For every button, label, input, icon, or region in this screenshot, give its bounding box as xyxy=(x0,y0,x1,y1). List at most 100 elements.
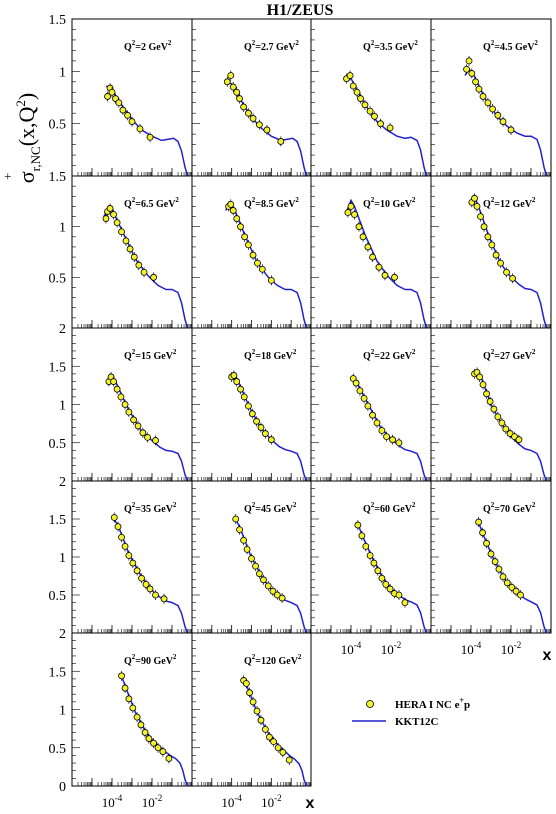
data-point xyxy=(266,733,273,741)
data-point xyxy=(378,427,386,434)
data-point xyxy=(141,729,149,736)
data-point xyxy=(106,205,114,212)
q2-label: Q2=18 GeV2 xyxy=(244,348,297,362)
data-point xyxy=(129,704,137,712)
data-point xyxy=(488,241,496,249)
data-point xyxy=(249,115,257,122)
data-point xyxy=(134,422,142,430)
model-curve xyxy=(464,67,548,177)
data-point xyxy=(490,405,498,413)
data-point xyxy=(237,223,244,231)
data-point xyxy=(349,82,357,90)
legend-data-marker xyxy=(366,700,374,708)
data-point xyxy=(240,103,248,111)
data-point xyxy=(371,112,378,120)
data-point xyxy=(370,559,378,567)
y-tick-label: 2 xyxy=(59,475,66,490)
legend-model-text: KKT12C xyxy=(395,716,438,728)
data-point xyxy=(139,429,147,437)
data-point xyxy=(241,233,249,241)
y-label-sigma: σ xyxy=(14,171,39,183)
data-point xyxy=(391,273,398,281)
data-point xyxy=(495,565,503,573)
panel-q2-2: 0.5 1 1.5 Q2=2 GeV2 xyxy=(49,13,193,177)
svg-text:σr,NC(x,Q2): σr,NC(x,Q2) xyxy=(13,93,43,184)
model-curve xyxy=(345,198,428,329)
data-point xyxy=(104,93,111,100)
data-point xyxy=(383,433,390,441)
data-point xyxy=(263,126,271,134)
data-point xyxy=(110,378,117,385)
x-tick-label: 10-4 xyxy=(221,793,242,810)
data-point xyxy=(499,118,507,125)
data-point xyxy=(227,200,235,208)
data-point xyxy=(160,595,168,603)
q2-label: Q2=10 GeV2 xyxy=(363,196,416,210)
y-label-sup: + xyxy=(0,173,15,180)
x-tick-label: 10-4 xyxy=(461,640,482,657)
data-point xyxy=(140,268,148,276)
panel-q2-6.5: 0.5 1 1.5 Q2=6.5 GeV2 xyxy=(49,170,193,329)
panel-q2-15: 0.5 1 1.5 2 Q2=15 GeV2 xyxy=(49,322,193,482)
data-point xyxy=(233,88,241,96)
data-point xyxy=(138,574,145,582)
model-curve xyxy=(241,677,308,787)
x-tick-label: 10-2 xyxy=(142,793,163,810)
data-point xyxy=(260,576,267,584)
model-curve xyxy=(120,674,189,787)
data-point xyxy=(245,241,252,249)
data-point xyxy=(255,121,263,129)
data-point xyxy=(353,88,361,96)
data-point xyxy=(277,138,285,145)
panel-q2-45: Q2=45 GeV2 xyxy=(191,480,312,634)
x-tick-label: 10-4 xyxy=(102,793,123,810)
y-tick-label: 1.5 xyxy=(49,13,67,28)
data-point xyxy=(477,213,484,220)
panel-q2-22: Q2=22 GeV2 xyxy=(310,327,432,482)
x-tick-label: 10-2 xyxy=(381,640,402,657)
data-point xyxy=(119,106,127,114)
panel-q2-18: Q2=18 GeV2 xyxy=(191,327,312,482)
data-point xyxy=(356,387,364,395)
panel-q2-90: 0 0.5 1 1.5 2 Q2=90 GeV2 10-4 10-2 xyxy=(49,627,193,810)
data-point xyxy=(261,430,269,437)
data-point xyxy=(344,209,352,216)
q2-label: Q2=2 GeV2 xyxy=(124,39,172,53)
data-point xyxy=(347,202,355,210)
data-point xyxy=(240,536,248,544)
panel-q2-10: Q2=10 GeV2 xyxy=(310,175,432,329)
y-axis-label: σr,NC(x,Q2) + xyxy=(0,93,43,184)
data-point xyxy=(401,599,409,606)
q2-label: Q2=120 GeV2 xyxy=(244,653,302,667)
data-point xyxy=(233,378,241,385)
data-point xyxy=(503,579,511,587)
data-point xyxy=(146,133,154,141)
data-point xyxy=(136,125,144,133)
y-tick-label: 1 xyxy=(59,551,66,566)
y-tick-label: 0.5 xyxy=(49,118,67,133)
data-point xyxy=(253,707,261,715)
y-label-args: (x,Q xyxy=(14,106,39,146)
legend: HERA I NC e+p KKT12C xyxy=(352,696,470,728)
data-point xyxy=(233,215,241,222)
data-point xyxy=(122,237,130,245)
data-point xyxy=(117,393,125,401)
q2-label: Q2=2.7 GeV2 xyxy=(244,39,299,53)
data-point xyxy=(273,591,281,599)
panel-q2-3.5: Q2=3.5 GeV2 xyxy=(310,18,432,177)
data-point xyxy=(129,559,137,567)
q2-label: Q2=60 GeV2 xyxy=(363,501,416,515)
q2-label: Q2=70 GeV2 xyxy=(483,501,536,515)
data-point xyxy=(232,515,240,523)
y-tick-label: 1.5 xyxy=(49,170,67,185)
data-point xyxy=(144,433,151,441)
data-point xyxy=(118,228,125,236)
y-tick-label: 0.5 xyxy=(49,589,67,604)
data-point xyxy=(358,532,366,540)
data-point xyxy=(515,436,523,444)
y-tick-label: 1.5 xyxy=(49,665,67,680)
data-point xyxy=(503,268,510,276)
panel-grid: 0.5 1 1.5 Q2=2 GeV2 Q2=2.7 GeV2 Q2=3.5 GeV2 Q2… xyxy=(49,13,552,810)
data-point xyxy=(121,684,129,692)
